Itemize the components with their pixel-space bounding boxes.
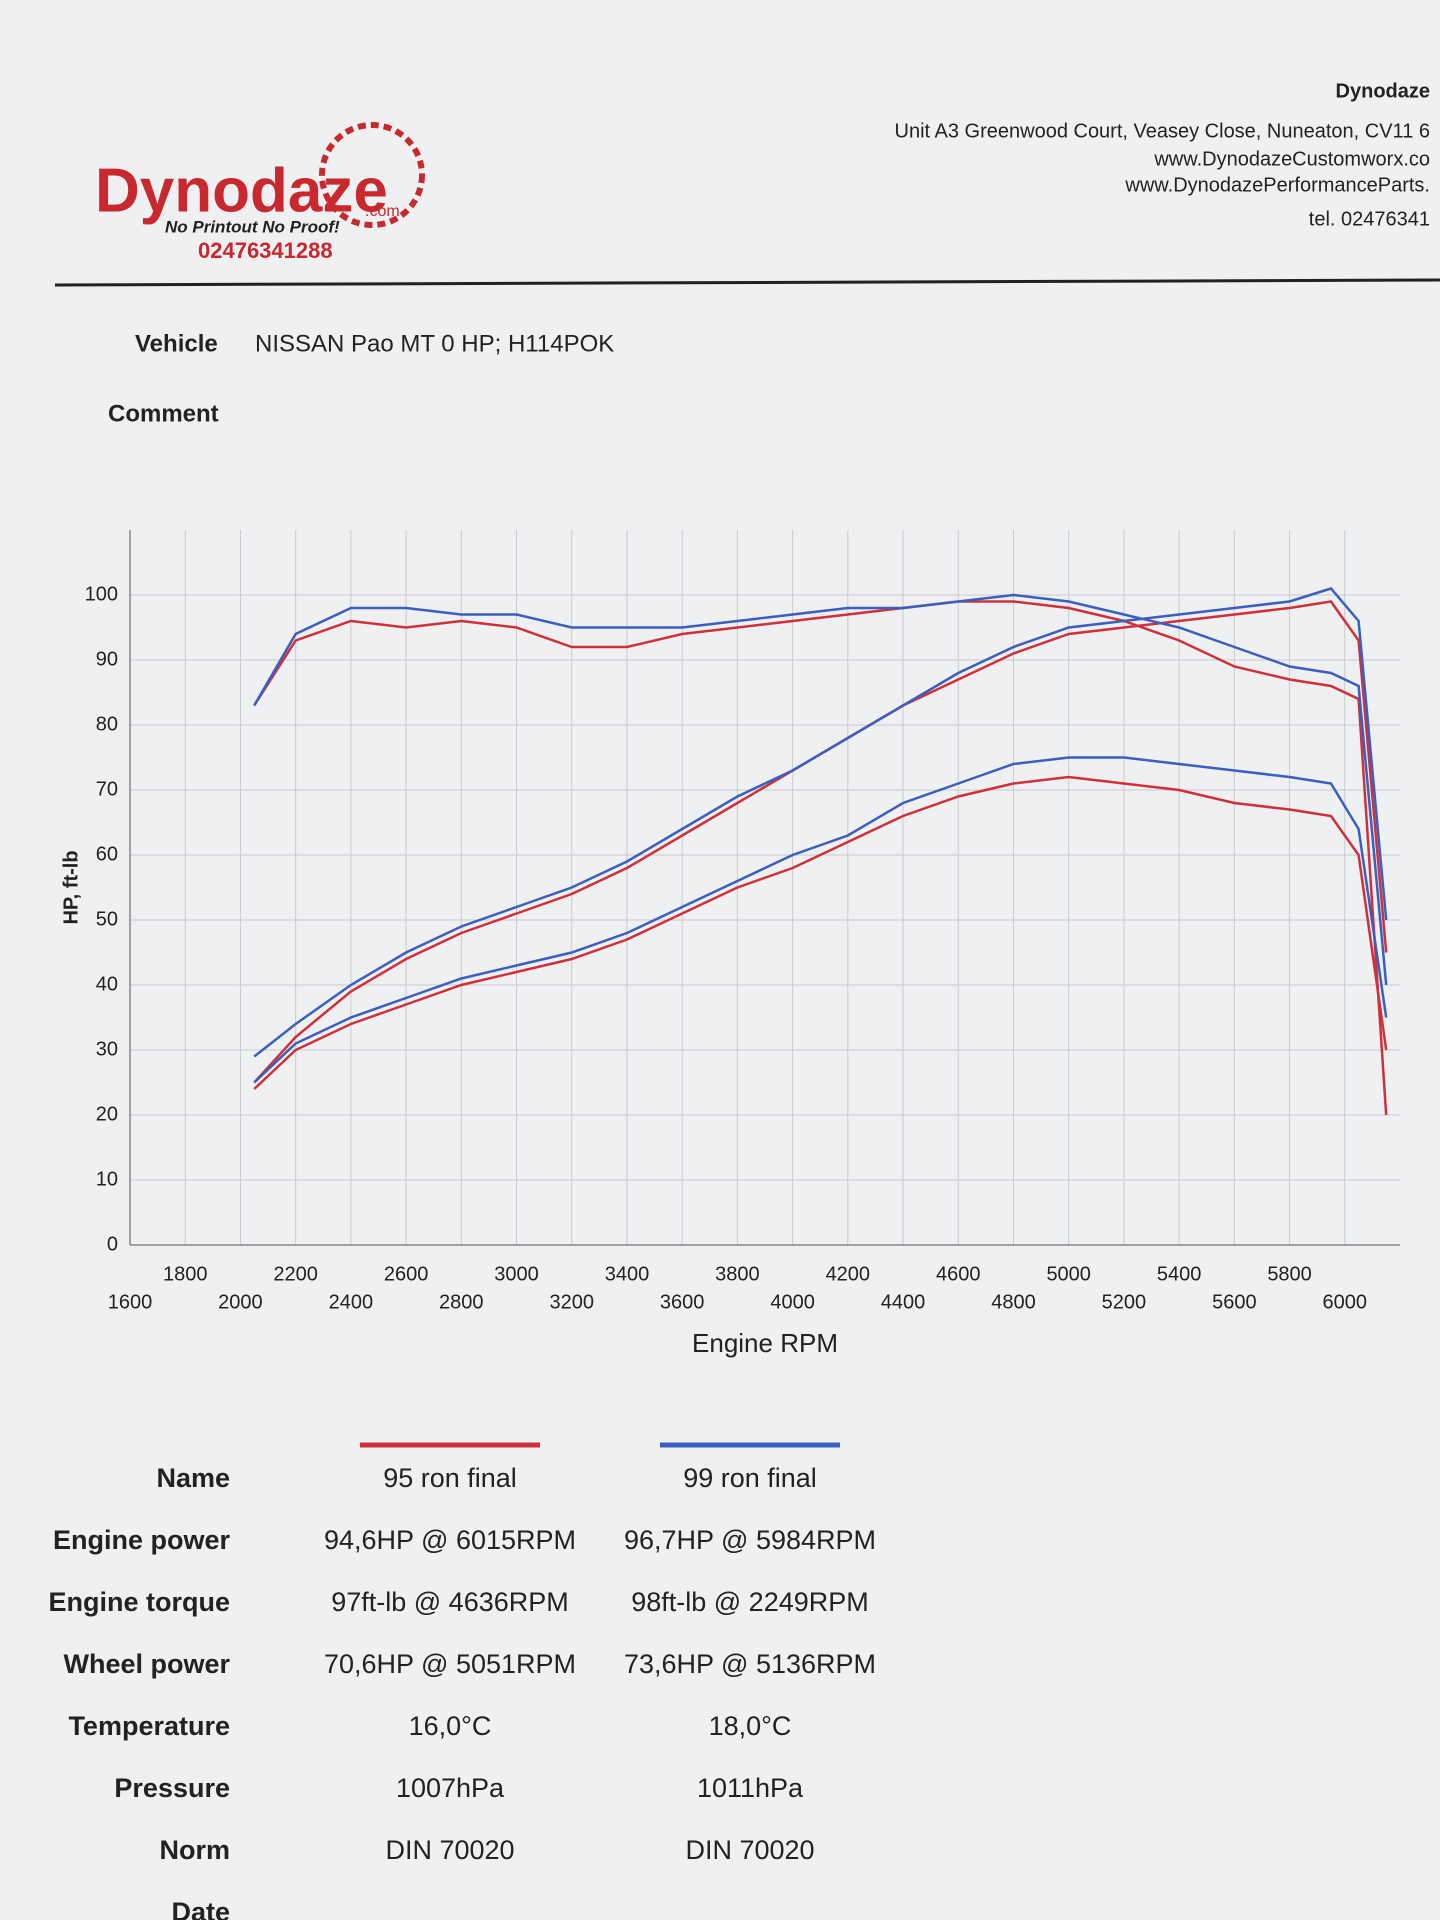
y-tick-label: 80	[96, 713, 118, 735]
logo-phone: 02476341288	[198, 238, 333, 263]
company: Dynodaze	[1336, 80, 1430, 102]
y-tick-label: 0	[107, 1233, 118, 1255]
x-tick-label: 2200	[273, 1263, 318, 1285]
x-tick-label: 3200	[549, 1291, 594, 1313]
table-cell: 99 ron final	[683, 1463, 817, 1493]
x-tick-label: 5600	[1212, 1291, 1257, 1313]
x-tick-label: 6000	[1323, 1291, 1368, 1313]
line	[253, 600, 1388, 1116]
x-axis-title: Engine RPM	[692, 1328, 838, 1358]
x-tick-label: 5400	[1157, 1263, 1202, 1285]
table-cell: 96,7HP @ 5984RPM	[624, 1525, 876, 1555]
x-tick-label: 4200	[826, 1263, 871, 1285]
x-tick-label: 5200	[1102, 1291, 1147, 1313]
y-tick-label: 60	[96, 843, 118, 865]
line	[253, 756, 1388, 1084]
table-cell: 98ft-lb @ 2249RPM	[631, 1587, 869, 1617]
table-cell: 16,0°C	[409, 1711, 492, 1741]
y-tick-label: 50	[96, 908, 118, 930]
x-tick-label: 5000	[1046, 1263, 1091, 1285]
y-tick-label: 90	[96, 648, 118, 670]
table-cell: 1011hPa	[697, 1773, 804, 1803]
table-label: Temperature	[68, 1711, 230, 1741]
table-cell: 97ft-lb @ 4636RPM	[331, 1587, 569, 1617]
web: www.DynodazeCustomworx.co	[1153, 148, 1430, 170]
x-tick-label: 5800	[1267, 1263, 1312, 1285]
x-tick-label: 4000	[770, 1291, 815, 1313]
line	[253, 587, 1388, 1058]
logo: Dynodaze	[95, 156, 388, 225]
line	[253, 775, 1388, 1090]
divider	[54, 278, 1440, 287]
y-tick-label: 30	[96, 1038, 118, 1060]
table-cell: 1007hPa	[396, 1773, 505, 1803]
y-tick-label: 100	[85, 583, 118, 605]
table-cell: 18,0°C	[709, 1711, 792, 1741]
comment-label: Comment	[108, 400, 219, 427]
table-label: Name	[156, 1463, 230, 1493]
table-label: Date	[171, 1897, 230, 1920]
y-tick-label: 40	[96, 973, 118, 995]
vehicle-value: NISSAN Pao MT 0 HP; H114POK	[255, 330, 614, 357]
x-tick-label: 1800	[163, 1263, 208, 1285]
line	[253, 593, 1388, 986]
y-axis-title: HP, ft-lb	[60, 850, 82, 924]
logo-gauge	[319, 122, 425, 228]
table-cell: 95 ron final	[383, 1463, 517, 1493]
y-tick-label: 70	[96, 778, 118, 800]
x-tick-label: 1600	[108, 1291, 153, 1313]
logo-suffix: .com	[365, 203, 400, 220]
x-tick-label: 2600	[384, 1263, 429, 1285]
x-tick-label: 2800	[439, 1291, 484, 1313]
table-label: Norm	[159, 1835, 230, 1865]
x-tick-label: 3400	[605, 1263, 650, 1285]
x-tick-label: 3000	[494, 1263, 539, 1285]
table-label: Engine torque	[49, 1587, 231, 1617]
x-tick-label: 3800	[715, 1263, 760, 1285]
web: www.DynodazePerformanceParts.	[1124, 174, 1430, 196]
table-cell: DIN 70020	[385, 1835, 514, 1865]
x-tick-label: 4800	[991, 1291, 1036, 1313]
slogan: No Printout No Proof!	[165, 217, 340, 236]
table-label: Wheel power	[63, 1649, 230, 1679]
address: Unit A3 Greenwood Court, Veasey Close, N…	[895, 120, 1431, 142]
y-tick-label: 10	[96, 1168, 118, 1190]
table-cell: 73,6HP @ 5136RPM	[624, 1649, 876, 1679]
table-cell: 94,6HP @ 6015RPM	[324, 1525, 576, 1555]
y-tick-label: 20	[96, 1103, 118, 1125]
table-cell: DIN 70020	[685, 1835, 814, 1865]
x-tick-label: 2400	[329, 1291, 374, 1313]
table-label: Engine power	[53, 1525, 231, 1555]
tel: tel. 02476341	[1309, 208, 1430, 230]
table-label: Pressure	[114, 1773, 230, 1803]
x-tick-label: 2000	[218, 1291, 263, 1313]
x-tick-label: 4400	[881, 1291, 926, 1313]
x-tick-label: 3600	[660, 1291, 705, 1313]
vehicle-label: Vehicle	[135, 330, 218, 357]
table-cell: 70,6HP @ 5051RPM	[324, 1649, 576, 1679]
x-tick-label: 4600	[936, 1263, 981, 1285]
